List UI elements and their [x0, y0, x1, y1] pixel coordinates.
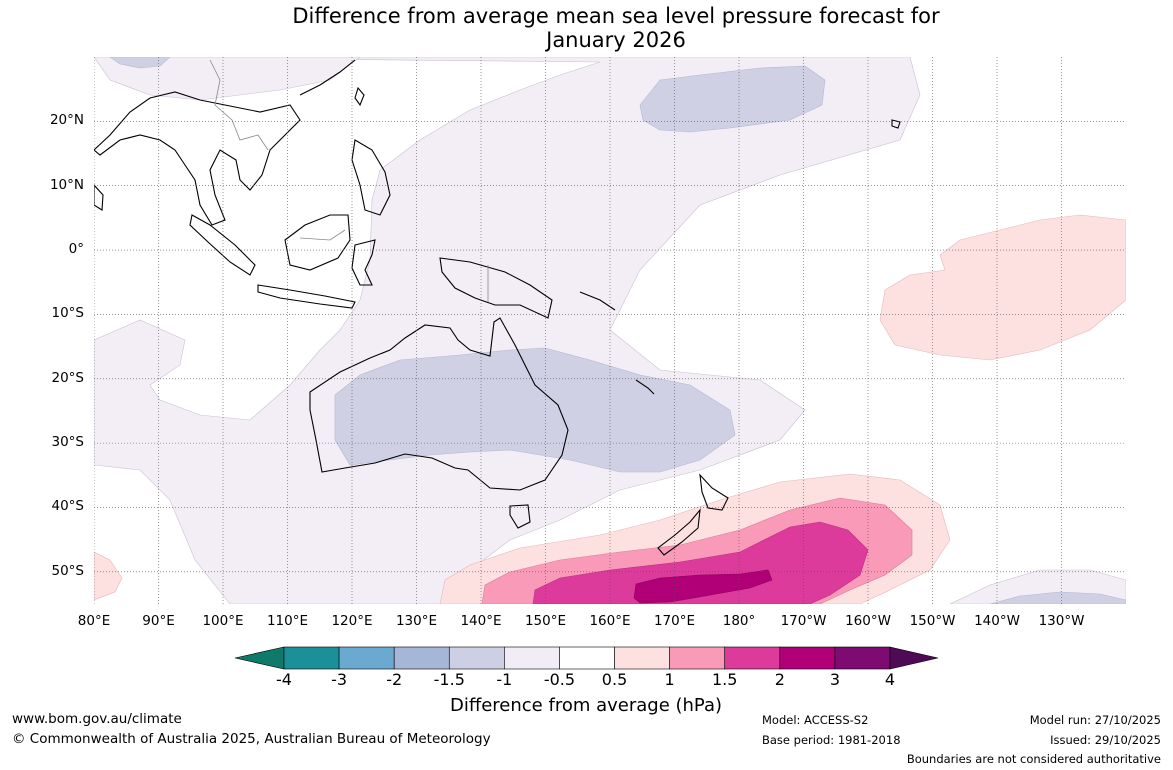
latitude-label: 40°S: [51, 498, 85, 515]
colorbar-swatch: [834, 646, 891, 670]
colorbar-title: Difference from average (hPa): [449, 695, 723, 716]
anomaly-region-plus1.5: [532, 521, 869, 604]
longitude-label: 140°E: [460, 613, 502, 629]
longitude-label: 130°E: [395, 613, 438, 629]
colorbar-swatch: [669, 646, 726, 670]
colorbar-swatch: [559, 646, 615, 670]
anomaly-region-minus1-south-east: [989, 591, 1126, 604]
latitude-label: 10°N: [49, 176, 84, 193]
anomaly-region-plus2: [633, 569, 773, 604]
colorbar-tick-label: -4: [276, 670, 292, 689]
longitude-label: 150°W: [909, 613, 956, 629]
coast-philippines: [351, 139, 391, 216]
anomaly-region-plus0.5-south-west: [94, 551, 123, 601]
colorbar-tick-label: -1.5: [433, 670, 465, 689]
coastlines: [94, 59, 901, 556]
colorbar-tick-label: -3: [331, 670, 348, 689]
colorbar-extend-low: [234, 646, 285, 670]
latitude-label: 50°S: [51, 562, 85, 579]
latitude-label: 20°S: [51, 369, 85, 386]
colorbar-swatch: [338, 646, 395, 670]
coast-china: [299, 59, 356, 96]
colorbar-tick-label: 2: [774, 670, 785, 689]
latitude-label: 30°S: [51, 434, 85, 451]
longitude-label: 100°E: [202, 613, 244, 629]
coast-hawaii: [891, 119, 901, 129]
border-indochina: [209, 59, 269, 151]
latitude-label: 20°N: [49, 112, 84, 129]
latitude-label: 10°S: [51, 305, 85, 322]
anomaly-region-minus1-top-left: [109, 57, 171, 69]
anomaly-region-minus1-pacific: [639, 65, 826, 133]
colorbar-tick-label: -1: [496, 670, 513, 689]
colorbar-tick-label: 4: [884, 670, 896, 689]
anomaly-region-plus0.5-east-pacific: [879, 214, 1126, 361]
longitude-label: 180°: [722, 613, 756, 629]
colorbar-tick-label: 0.5: [601, 670, 628, 689]
coast-taiwan: [354, 86, 365, 107]
longitude-label: 110°E: [266, 613, 309, 629]
footer-base-period: Base period: 1981-2018: [762, 733, 901, 747]
coast-sulawesi: [351, 239, 376, 286]
coast-borneo: [284, 214, 351, 271]
coast-new-zealand-north: [699, 473, 729, 511]
longitude-label: 160°E: [589, 613, 631, 629]
map-title-line1: Difference from average mean sea level p…: [292, 4, 940, 28]
colorbar-swatch: [393, 646, 450, 670]
colorbar-extend-high: [889, 646, 939, 670]
map-title: Difference from average mean sea level p…: [0, 4, 1173, 52]
colorbar-swatch: [724, 646, 781, 670]
coast-tasmania: [509, 504, 531, 529]
colorbar-tick-label: 1: [664, 670, 675, 689]
coast-new-zealand-south: [657, 508, 701, 556]
footer-issued: Issued: 29/10/2025: [1050, 733, 1161, 747]
colorbar: [234, 646, 939, 670]
footer-disclaimer: Boundaries are not considered authoritat…: [906, 752, 1161, 766]
longitude-label: 130°W: [1038, 613, 1085, 629]
country-borders: [209, 59, 489, 302]
coast-java: [257, 284, 356, 309]
coast-new-guinea: [439, 257, 553, 319]
footer-copyright: © Commonwealth of Australia 2025, Austra…: [12, 731, 491, 747]
graticule: [94, 57, 1126, 604]
colorbar-swatch: [614, 646, 670, 670]
colorbar-tick-label: 1.5: [711, 670, 738, 689]
colorbar-tick-label: -2: [386, 670, 403, 689]
longitude-label: 170°E: [653, 613, 696, 629]
colorbar-swatch: [779, 646, 836, 670]
border-borneo: [299, 229, 346, 241]
footer-model: Model: ACCESS-S2: [762, 713, 869, 727]
colorbar-tick-label: -0.5: [543, 670, 576, 689]
colorbar-swatch: [504, 646, 560, 670]
footer-url[interactable]: www.bom.gov.au/climate: [12, 711, 182, 727]
longitude-label: 140°W: [974, 613, 1020, 629]
coast-sri-lanka: [94, 184, 104, 211]
map-title-line2: January 2026: [546, 28, 686, 52]
longitude-label: 90°E: [142, 613, 175, 629]
coast-new-caledonia: [635, 379, 655, 395]
coast-sumatra: [189, 214, 256, 276]
coast-indochina: [94, 91, 301, 226]
coast-australia: [309, 317, 569, 491]
footer-model-run: Model run: 27/10/2025: [1029, 713, 1161, 727]
colorbar-swatch: [448, 646, 505, 670]
colorbar-tick-label: 3: [829, 670, 840, 689]
longitude-label: 120°E: [331, 613, 373, 629]
longitude-label: 160°W: [845, 613, 891, 629]
longitude-label: 150°E: [524, 613, 567, 629]
latitude-label: 0°: [68, 241, 84, 258]
map-plot-area: [94, 57, 1126, 604]
colorbar-swatch: [283, 646, 340, 670]
longitude-label: 80°E: [77, 613, 111, 629]
longitude-label: 170°W: [780, 613, 827, 629]
